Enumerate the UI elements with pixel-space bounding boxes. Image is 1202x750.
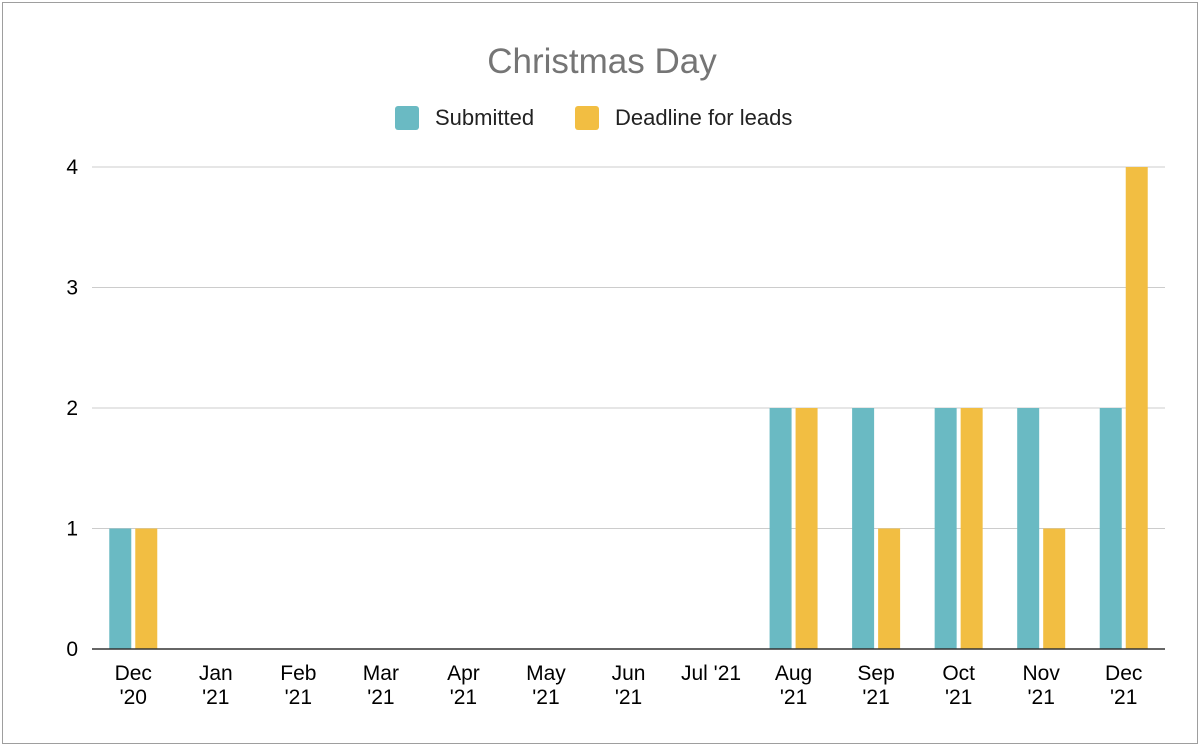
- bar-submitted: [852, 408, 875, 649]
- y-tick-label: 2: [66, 397, 78, 420]
- bar-deadline: [1125, 167, 1148, 649]
- x-tick-label: '21: [367, 686, 394, 709]
- x-tick-label: Aug: [775, 662, 812, 685]
- legend-label-submitted: Submitted: [435, 105, 534, 130]
- x-tick-label: May: [526, 662, 566, 685]
- x-tick-label: '21: [450, 686, 477, 709]
- y-tick-label: 3: [66, 277, 78, 300]
- x-tick-label: Jul '21: [681, 662, 741, 685]
- y-tick-label: 0: [66, 638, 78, 661]
- bar-submitted: [109, 528, 132, 649]
- bar-deadline: [795, 408, 818, 649]
- x-tick-label: '21: [532, 686, 559, 709]
- x-tick-label: Dec: [115, 662, 152, 685]
- x-tick-label: Jan: [199, 662, 233, 685]
- x-tick-label: '21: [1110, 686, 1137, 709]
- x-tick-label: '20: [120, 686, 147, 709]
- bar-submitted: [934, 408, 957, 649]
- bar-deadline: [1043, 528, 1066, 649]
- legend-swatch-deadline: [575, 106, 599, 130]
- x-tick-label: Oct: [942, 662, 975, 685]
- x-tick-label: '21: [202, 686, 229, 709]
- legend-swatch-submitted: [395, 106, 419, 130]
- x-tick-label: '21: [285, 686, 312, 709]
- bars: [109, 167, 1148, 649]
- bar-deadline: [135, 528, 158, 649]
- x-tick-label: Feb: [280, 662, 316, 685]
- x-tick-label: Dec: [1105, 662, 1142, 685]
- gridlines: [92, 166, 1165, 529]
- x-tick-label: '21: [945, 686, 972, 709]
- x-tick-label: Jun: [612, 662, 646, 685]
- y-tick-label: 1: [66, 518, 78, 541]
- x-tick-label: '21: [615, 686, 642, 709]
- x-tick-label: Sep: [857, 662, 894, 685]
- x-tick-label: Nov: [1023, 662, 1061, 685]
- bar-submitted: [1099, 408, 1122, 649]
- bar-deadline: [878, 528, 901, 649]
- x-tick-label: Apr: [447, 662, 480, 685]
- x-tick-label: '21: [862, 686, 889, 709]
- x-tick-label: Mar: [363, 662, 399, 685]
- x-tick-label: '21: [780, 686, 807, 709]
- x-tick-label: '21: [1028, 686, 1055, 709]
- x-axis-ticks: Dec'20Jan'21Feb'21Mar'21Apr'21May'21Jun'…: [115, 662, 1143, 709]
- bar-submitted: [769, 408, 792, 649]
- legend: Submitted Deadline for leads: [395, 105, 792, 130]
- chart-title: Christmas Day: [487, 42, 717, 81]
- y-tick-label: 4: [66, 156, 78, 179]
- y-axis-ticks: 0 1 2 3 4: [66, 156, 78, 661]
- bar-submitted: [1017, 408, 1040, 649]
- legend-label-deadline: Deadline for leads: [615, 105, 792, 130]
- bar-deadline: [960, 408, 983, 649]
